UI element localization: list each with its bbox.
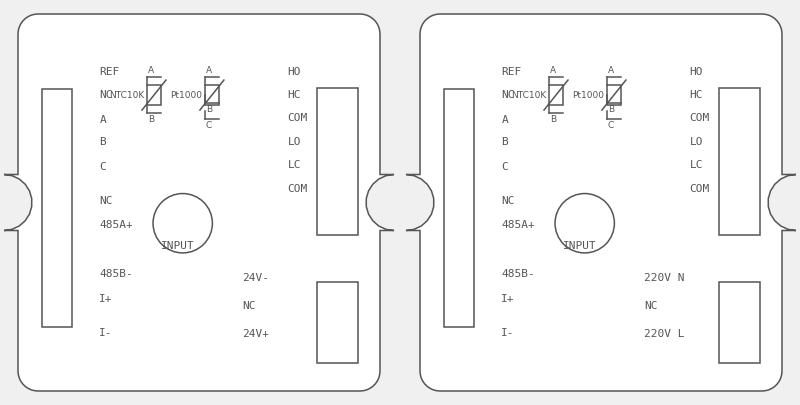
Text: LC: LC [288, 160, 301, 170]
Text: A: A [608, 66, 614, 75]
Text: COM: COM [690, 113, 710, 123]
Polygon shape [406, 14, 796, 391]
Text: C: C [502, 162, 508, 172]
Bar [549, 85, 563, 105]
Text: A: A [502, 115, 508, 125]
Bar [607, 85, 621, 105]
Bar [718, 87, 760, 234]
Text: C: C [206, 121, 212, 130]
Bar [42, 90, 72, 327]
Text: NC: NC [99, 90, 113, 100]
Bar [443, 90, 474, 327]
Text: I+: I+ [99, 294, 113, 304]
Text: 485B-: 485B- [502, 269, 535, 279]
Bar [205, 85, 219, 105]
Text: 24V-: 24V- [242, 273, 270, 283]
Text: HO: HO [690, 68, 703, 77]
Text: I-: I- [502, 328, 515, 337]
Text: B: B [550, 115, 556, 124]
Text: B: B [502, 137, 508, 147]
Bar [718, 281, 760, 363]
Text: NC: NC [645, 301, 658, 311]
Text: HC: HC [690, 90, 703, 100]
Text: NTC10K: NTC10K [109, 91, 144, 100]
Text: A: A [99, 115, 106, 125]
Text: COM: COM [288, 184, 308, 194]
Text: REF: REF [502, 68, 522, 77]
Text: Pt1000: Pt1000 [572, 91, 604, 100]
Text: REF: REF [99, 68, 120, 77]
Text: NC: NC [502, 196, 515, 206]
Text: INPUT: INPUT [563, 241, 597, 251]
Polygon shape [4, 14, 394, 391]
Text: A: A [550, 66, 556, 75]
Text: HC: HC [288, 90, 301, 100]
Text: NC: NC [99, 196, 113, 206]
Text: NC: NC [502, 90, 515, 100]
Text: 220V L: 220V L [645, 329, 685, 339]
Text: A: A [148, 66, 154, 75]
Bar [317, 87, 358, 234]
Text: I-: I- [99, 328, 113, 337]
Text: INPUT: INPUT [161, 241, 194, 251]
Bar [317, 281, 358, 363]
Text: 24V+: 24V+ [242, 329, 270, 339]
Text: LO: LO [288, 137, 301, 147]
Text: NC: NC [242, 301, 256, 311]
Text: C: C [99, 162, 106, 172]
Text: COM: COM [690, 184, 710, 194]
Text: B: B [99, 137, 106, 147]
Text: B: B [206, 105, 212, 114]
Text: LO: LO [690, 137, 703, 147]
Text: COM: COM [288, 113, 308, 123]
Text: 220V N: 220V N [645, 273, 685, 283]
Text: HO: HO [288, 68, 301, 77]
Text: C: C [608, 121, 614, 130]
Text: I+: I+ [502, 294, 515, 304]
Text: 485A+: 485A+ [502, 220, 535, 230]
Text: B: B [148, 115, 154, 124]
Text: 485A+: 485A+ [99, 220, 133, 230]
Text: B: B [608, 105, 614, 114]
Text: A: A [206, 66, 212, 75]
Text: LC: LC [690, 160, 703, 170]
Text: 485B-: 485B- [99, 269, 133, 279]
Bar [147, 85, 161, 105]
Text: NTC10K: NTC10K [510, 91, 546, 100]
Text: Pt1000: Pt1000 [170, 91, 202, 100]
